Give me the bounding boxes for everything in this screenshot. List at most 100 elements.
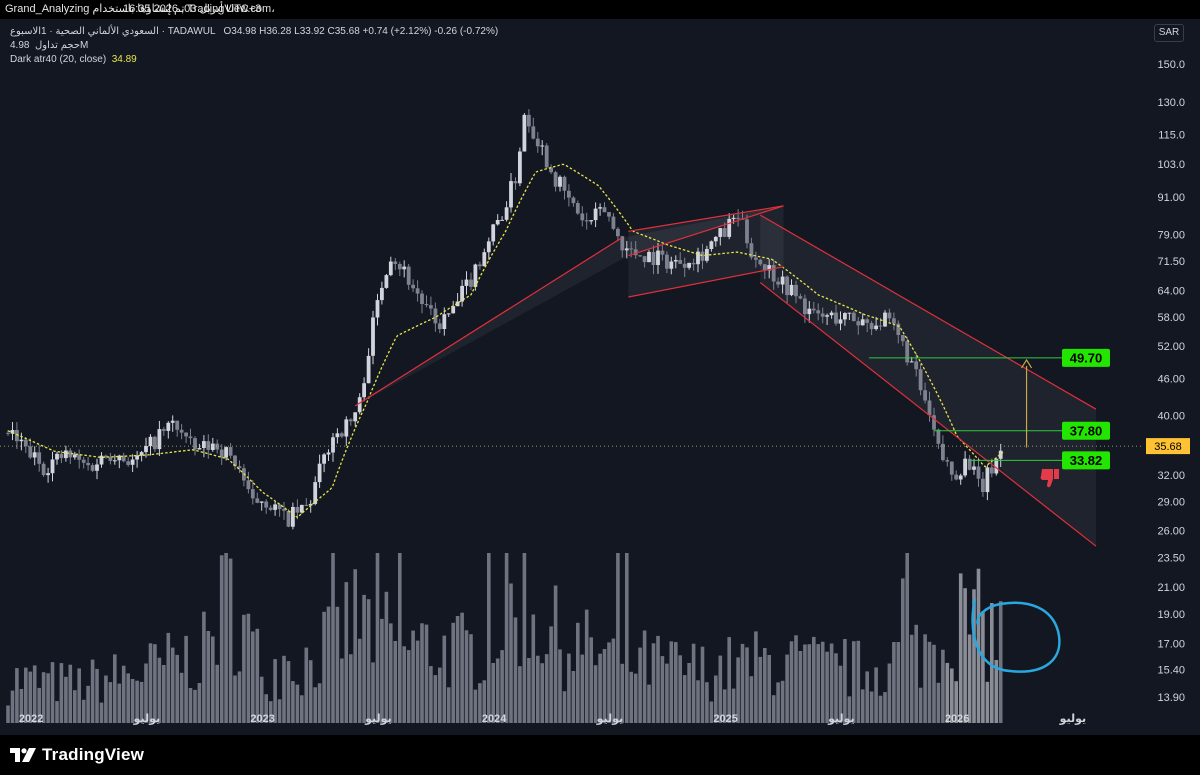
candle-body bbox=[246, 480, 251, 490]
candle-body bbox=[264, 501, 269, 508]
candle-body bbox=[335, 433, 340, 438]
volume-bar bbox=[941, 649, 945, 723]
candle-body bbox=[362, 383, 366, 398]
volume-bar bbox=[950, 668, 954, 723]
volume-bar bbox=[259, 676, 264, 723]
candle-body bbox=[616, 228, 620, 237]
candle-body bbox=[820, 313, 825, 317]
candle-body bbox=[575, 203, 580, 214]
candle-body bbox=[437, 323, 442, 330]
candle-body bbox=[188, 436, 193, 439]
candle-body bbox=[215, 443, 220, 450]
volume-bar bbox=[135, 680, 139, 723]
volume-bar bbox=[807, 644, 812, 723]
volume-bar bbox=[433, 675, 438, 723]
volume-bar bbox=[478, 683, 482, 723]
indicator-name[interactable]: Dark atr40 (20, close) bbox=[10, 54, 107, 65]
volume-bar bbox=[580, 654, 585, 723]
volume-bar bbox=[669, 641, 674, 723]
volume-bar bbox=[963, 588, 967, 723]
candle-body bbox=[905, 341, 910, 363]
volume-bar bbox=[393, 641, 398, 723]
volume-bar bbox=[10, 690, 15, 723]
volume-bar bbox=[491, 663, 495, 723]
time-tick-label: 2022 bbox=[19, 713, 43, 725]
price-tick-label: 103.0 bbox=[1157, 159, 1185, 171]
volume-bar bbox=[843, 639, 847, 723]
volume-bar bbox=[64, 676, 68, 723]
price-tick-label: 115.0 bbox=[1158, 130, 1185, 142]
volume-bar bbox=[727, 637, 731, 723]
candle-body bbox=[825, 315, 829, 317]
volume-bar bbox=[687, 663, 691, 723]
candle-body bbox=[384, 275, 389, 288]
candle-body bbox=[892, 318, 896, 324]
volume-bar bbox=[41, 672, 46, 723]
price-chart[interactable]: 49.70 37.80 33.82 150.0 130.0 115.0 103.0 91.0… bbox=[0, 19, 1200, 735]
candle-body bbox=[469, 279, 473, 287]
volume-bar bbox=[878, 695, 883, 723]
candle-body bbox=[727, 219, 732, 237]
candle-body bbox=[179, 429, 184, 433]
volume-bar bbox=[562, 691, 567, 723]
candle-body bbox=[486, 241, 491, 253]
candle-body bbox=[878, 325, 883, 327]
candle-body bbox=[433, 308, 438, 324]
low-label: L bbox=[294, 26, 300, 37]
target-label-1: 37.80 bbox=[1070, 423, 1103, 438]
volume-bar bbox=[638, 647, 642, 723]
candle-body bbox=[945, 460, 950, 462]
candle-body bbox=[424, 304, 429, 306]
candle-body bbox=[491, 224, 496, 242]
candle-body bbox=[273, 504, 277, 510]
volume-bar bbox=[718, 655, 723, 723]
volume-bar bbox=[540, 663, 544, 723]
current-price-label: 35.68 bbox=[1154, 441, 1182, 453]
volume-bar bbox=[798, 651, 803, 723]
volume-bar bbox=[286, 661, 291, 723]
volume-bar bbox=[847, 696, 852, 723]
volume-bar bbox=[740, 643, 745, 723]
volume-bar bbox=[55, 701, 59, 723]
volume-bar bbox=[513, 617, 518, 723]
volume-bar bbox=[874, 667, 878, 723]
candle-body bbox=[411, 284, 415, 289]
trendline-1-0 bbox=[628, 266, 784, 298]
volume-bar bbox=[967, 634, 972, 723]
candle-body bbox=[277, 504, 282, 510]
time-tick-label: يوليو bbox=[1059, 713, 1087, 725]
tradingview-logo[interactable]: TradingView bbox=[10, 745, 144, 765]
candle-body bbox=[593, 208, 598, 221]
candle-body bbox=[731, 217, 736, 219]
volume-bar bbox=[914, 624, 918, 723]
volume-bar bbox=[81, 699, 86, 723]
chart-frame[interactable]: 49.70 37.80 33.82 150.0 130.0 115.0 103.0 91.0… bbox=[0, 19, 1200, 735]
candle-body bbox=[135, 455, 139, 460]
candle-body bbox=[460, 285, 464, 302]
volume-bar bbox=[179, 672, 184, 723]
volume-bar bbox=[322, 611, 326, 723]
candle-body bbox=[963, 458, 967, 476]
currency-button[interactable]: SAR bbox=[1154, 24, 1184, 42]
volume-bar bbox=[184, 635, 188, 723]
volume-bar bbox=[767, 655, 771, 723]
candle-body bbox=[250, 489, 255, 499]
candle-body bbox=[865, 319, 870, 323]
candle-body bbox=[851, 312, 856, 322]
candle-body bbox=[295, 507, 300, 513]
volume-bar bbox=[722, 689, 727, 723]
candle-body bbox=[478, 264, 482, 267]
candle-body bbox=[420, 293, 424, 304]
symbol-name[interactable]: السعودي الألماني الصحية · 1الاسبوع · TAD… bbox=[10, 26, 216, 37]
time-tick-label: يوليو bbox=[364, 713, 392, 725]
candle-body bbox=[59, 453, 64, 459]
volume-bar bbox=[509, 583, 513, 723]
open-label: O bbox=[223, 26, 232, 37]
candle-body bbox=[803, 298, 807, 315]
price-tick-label: 79.00 bbox=[1157, 230, 1185, 242]
volume-bar bbox=[981, 611, 985, 723]
candle-body bbox=[856, 321, 861, 326]
volume-bar bbox=[277, 699, 282, 723]
volume-bar bbox=[6, 705, 10, 723]
volume-bar bbox=[745, 647, 749, 723]
